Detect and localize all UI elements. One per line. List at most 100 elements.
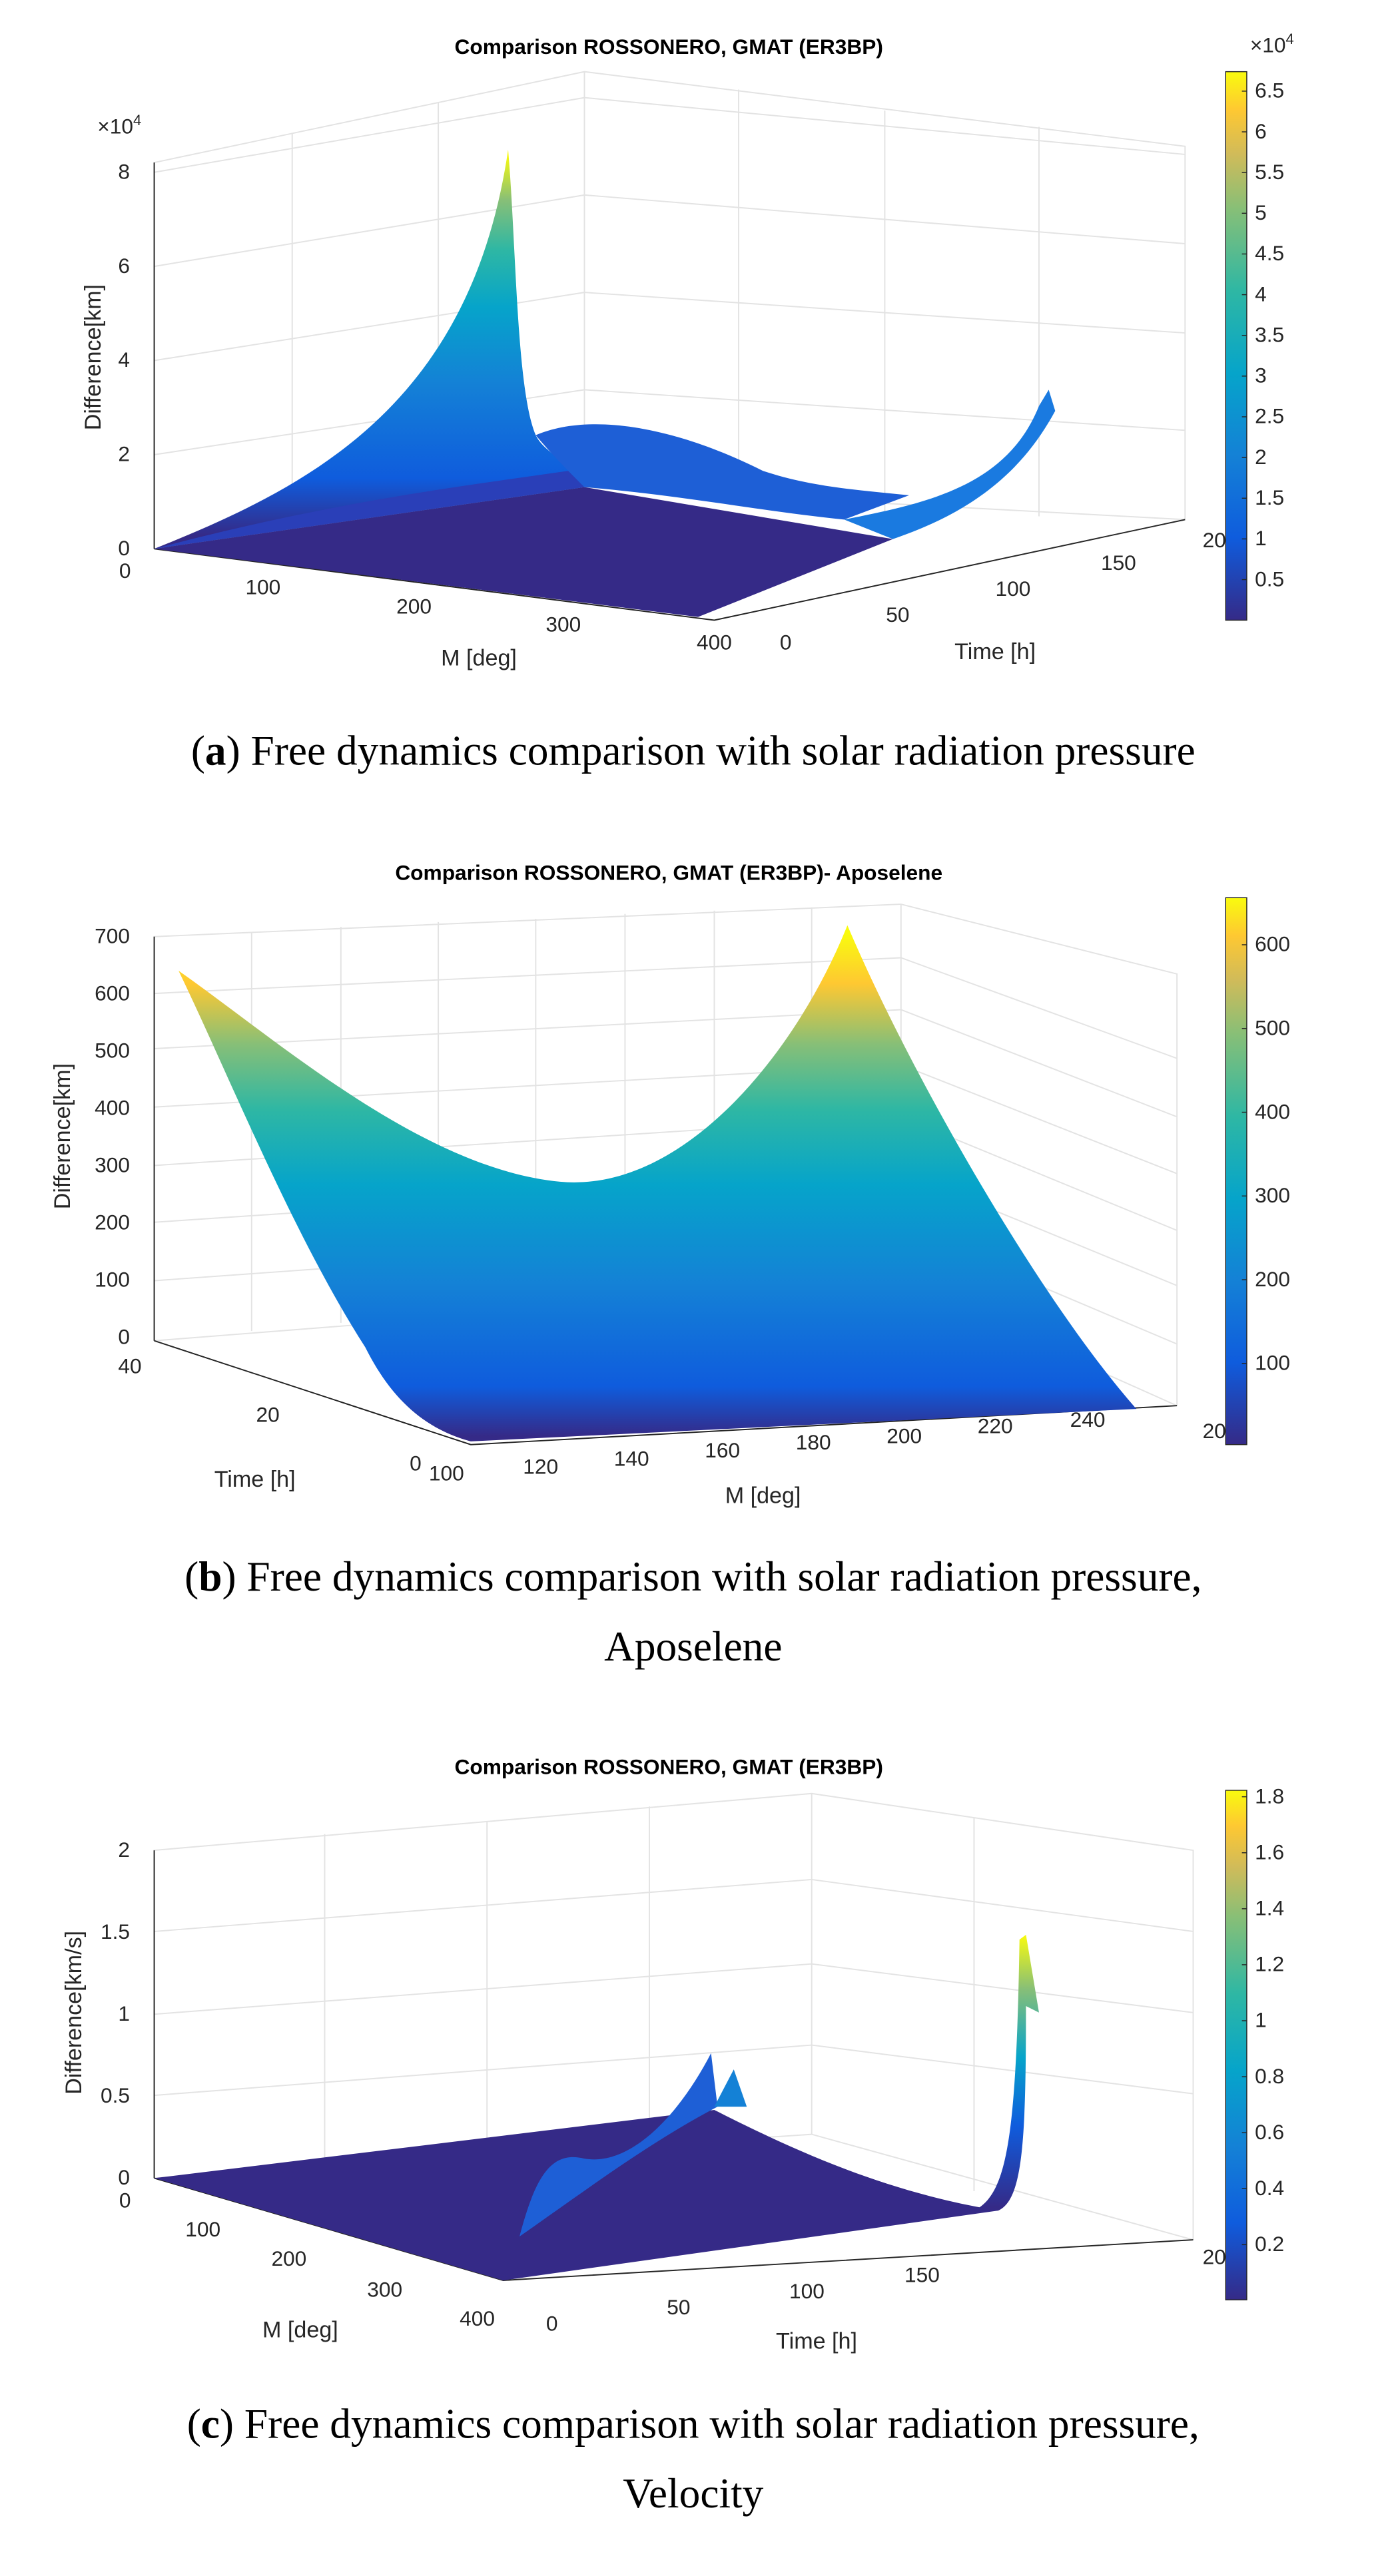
caption-text: Free dynamics comparison with solar radi… — [234, 2400, 1200, 2447]
z-tick-label: 200 — [95, 1210, 130, 1234]
z-exponent-base: ×10 — [97, 114, 133, 138]
colorbar-tick-label: 1 — [1255, 2008, 1267, 2032]
colorbar-tick-label: 0.5 — [1255, 567, 1284, 591]
x-tick-label: 160 — [705, 1438, 740, 1462]
y-tick-label: 0 — [546, 2312, 558, 2336]
z-tick-label: 1.5 — [101, 1920, 130, 1943]
z-exponent: ×104 — [97, 112, 141, 138]
surface-floor — [154, 487, 893, 617]
surface-spike — [154, 149, 585, 549]
colorbar-tick-label: 6.5 — [1255, 79, 1284, 103]
z-tick-label: 8 — [118, 160, 130, 184]
caption-text: Velocity — [623, 2470, 763, 2517]
colorbar-tick-label: 0.4 — [1255, 2176, 1284, 2200]
y-tick-label: 40 — [118, 1354, 141, 1378]
caption-close: ) — [220, 2400, 234, 2447]
caption-label: a — [205, 727, 226, 774]
caption-line: Velocity — [623, 2470, 763, 2517]
caption-close: ) — [226, 727, 240, 774]
z-axis-label: Difference[km] — [81, 284, 106, 430]
x-tick-label: 100 — [185, 2217, 220, 2241]
y-tick-label: 100 — [996, 577, 1031, 601]
x-tick-label: 0 — [119, 2188, 131, 2212]
caption-label: b — [198, 1553, 222, 1600]
colorbar-tick-label: 200 — [1255, 1267, 1290, 1291]
z-exponent-power: 4 — [133, 112, 141, 129]
z-tick-label: 6 — [118, 254, 130, 278]
x-tick-label: 200 — [396, 595, 432, 619]
colorbar-tick-label: 400 — [1255, 1099, 1290, 1123]
z-tick-label: 0 — [118, 1325, 130, 1349]
surface-ridge — [519, 2053, 718, 2237]
z-tick-label: 100 — [95, 1268, 130, 1292]
colorbar-tick-label: 600 — [1255, 932, 1290, 956]
x-tick-label: 200 — [271, 2246, 306, 2270]
caption-text: Free dynamics comparison with solar radi… — [236, 1553, 1202, 1600]
colorbar-tick-label: 1.5 — [1255, 485, 1284, 509]
colorbar-tick-label: 1.2 — [1255, 1952, 1284, 1976]
z-axis-label: Difference[km] — [50, 1063, 75, 1209]
plot-box-a — [153, 71, 1186, 621]
z-tick-label: 1 — [118, 2001, 130, 2025]
z-tick-label: 700 — [95, 924, 130, 948]
colorbar-exponent: ×104 — [1250, 31, 1294, 57]
colorbar-exponent-base: ×10 — [1250, 33, 1286, 57]
y-tick-label: 50 — [886, 603, 909, 627]
colorbar-tick-label: 100 — [1255, 1351, 1290, 1375]
colorbar-tick-label: 5 — [1255, 200, 1267, 224]
colorbar-c — [1225, 1790, 1247, 2300]
x-tick-label: 20 — [1203, 1419, 1226, 1443]
colorbar-tick-label: 1.6 — [1255, 1840, 1284, 1864]
x-tick-label: 400 — [460, 2306, 495, 2330]
colorbar-exponent-power: 4 — [1286, 31, 1294, 47]
caption-text: Free dynamics comparison with solar radi… — [240, 727, 1196, 774]
plot-box-c — [153, 1792, 1194, 2281]
y-tick-label: 50 — [667, 2295, 690, 2319]
plot-title: Comparison ROSSONERO, GMAT (ER3BP) — [454, 1755, 882, 1779]
z-tick-label: 2 — [118, 1838, 130, 1862]
z-tick-label: 0.5 — [101, 2083, 130, 2107]
colorbar-tick-label: 3.5 — [1255, 322, 1284, 346]
x-tick-label: 100 — [245, 575, 280, 599]
caption-label: c — [201, 2400, 220, 2447]
z-tick-label: 2 — [118, 442, 130, 466]
plot-box-b — [153, 903, 1178, 1445]
surface-tail — [844, 389, 1056, 539]
colorbar-tick-label: 2 — [1255, 445, 1267, 469]
z-axis-label: Difference[km/s] — [61, 1931, 87, 2095]
x-tick-label: 300 — [367, 2277, 402, 2301]
colorbar-tick-label: 6 — [1255, 119, 1267, 143]
plot-title: Comparison ROSSONERO, GMAT (ER3BP) — [454, 35, 882, 59]
colorbar-tick-label: 0.2 — [1255, 2232, 1284, 2256]
y-tick-label: 20 — [256, 1403, 280, 1427]
surface-spike — [974, 1934, 1039, 2211]
surface — [178, 925, 1137, 1441]
colorbar-tick-label: 5.5 — [1255, 160, 1284, 184]
x-tick-label: 200 — [886, 1423, 922, 1447]
colorbar-tick-label: 4 — [1255, 282, 1267, 306]
x-tick-label: 240 — [1070, 1408, 1106, 1431]
colorbar-tick-label: 500 — [1255, 1016, 1290, 1040]
z-tick-label: 300 — [95, 1153, 130, 1177]
surface-bump — [535, 424, 909, 520]
z-tick-label: 500 — [95, 1039, 130, 1063]
y-tick-label: 20 — [1203, 528, 1226, 552]
y-axis-label: Time [h] — [954, 639, 1036, 664]
surface-ridge-tip — [714, 2069, 747, 2107]
caption-close: ) — [222, 1553, 236, 1600]
x-axis-label: M [deg] — [441, 646, 517, 671]
x-tick-label: 0 — [119, 559, 131, 583]
colorbar-tick-label: 1.8 — [1255, 1784, 1284, 1808]
x-tick-label: 180 — [796, 1430, 831, 1454]
x-tick-label: 400 — [697, 630, 732, 654]
caption-line: (b) Free dynamics comparison with solar … — [184, 1553, 1202, 1600]
x-axis-label: M [deg] — [725, 1483, 801, 1508]
caption-open: ( — [187, 2400, 201, 2447]
caption-line: (c) Free dynamics comparison with solar … — [187, 2400, 1200, 2447]
colorbar-tick-label: 4.5 — [1255, 241, 1284, 265]
caption-line: (a) Free dynamics comparison with solar … — [191, 727, 1196, 774]
x-tick-label: 100 — [429, 1461, 464, 1485]
x-tick-label: 140 — [614, 1446, 649, 1470]
